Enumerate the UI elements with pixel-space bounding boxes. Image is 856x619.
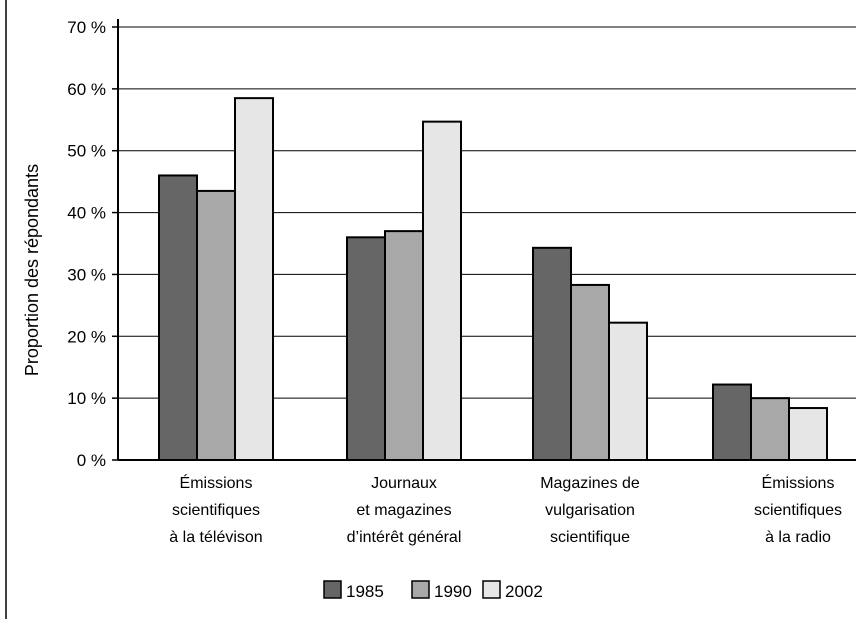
category-label: Émissions (762, 473, 835, 492)
y-tick-label: 50 % (67, 142, 106, 161)
category-label: scientifiques (172, 502, 260, 519)
y-tick-label: 40 % (67, 204, 106, 223)
bar-1990-2 (570, 283, 610, 461)
bar-1985-2 (532, 246, 572, 461)
bar-2002-3 (788, 407, 828, 462)
y-tick-label: 0 % (77, 451, 106, 470)
legend-swatch-2002 (482, 580, 501, 599)
category-label: et magazines (356, 502, 451, 519)
category-label: à la télévison (169, 529, 262, 546)
bar-1985-1 (346, 236, 386, 461)
legend-label-1985: 1985 (346, 582, 384, 601)
bar-2002-0 (234, 97, 274, 461)
category-label: scientifiques (754, 502, 842, 519)
bar-2002-1 (422, 120, 462, 462)
y-tick-label: 10 % (67, 389, 106, 408)
y-tick-label: 30 % (67, 265, 106, 284)
category-label: vulgarisation (545, 502, 635, 519)
bar-2002-2 (608, 321, 648, 462)
legend-label-1990: 1990 (434, 582, 472, 601)
y-axis-title: Proportion des répondants (22, 164, 42, 376)
bar-1985-0 (158, 174, 198, 461)
category-label: Magazines de (540, 475, 640, 492)
bar-1985-3 (712, 383, 752, 461)
bar-1990-1 (384, 230, 424, 461)
y-axis-ticks: 0 % 10 % 20 % 30 % 40 % 50 % 60 % 70 % (67, 18, 118, 470)
bars (158, 97, 828, 462)
bar-1990-3 (750, 397, 790, 461)
category-labels: Émissions scientifiques à la télévison Jour… (169, 473, 842, 546)
category-label: Journaux (371, 475, 437, 492)
legend-label-2002: 2002 (505, 582, 543, 601)
y-tick-label: 20 % (67, 327, 106, 346)
category-label: scientifique (550, 529, 630, 546)
legend-swatch-1990 (411, 580, 430, 599)
category-label: d’intérêt général (347, 529, 462, 546)
category-label: Émissions (180, 473, 253, 492)
category-label: à la radio (765, 529, 831, 546)
y-tick-label: 60 % (67, 80, 106, 99)
y-tick-label: 70 % (67, 18, 106, 37)
bar-1990-0 (196, 189, 236, 462)
legend-swatch-1985 (323, 580, 342, 599)
legend: 1985 1990 2002 (323, 580, 543, 601)
